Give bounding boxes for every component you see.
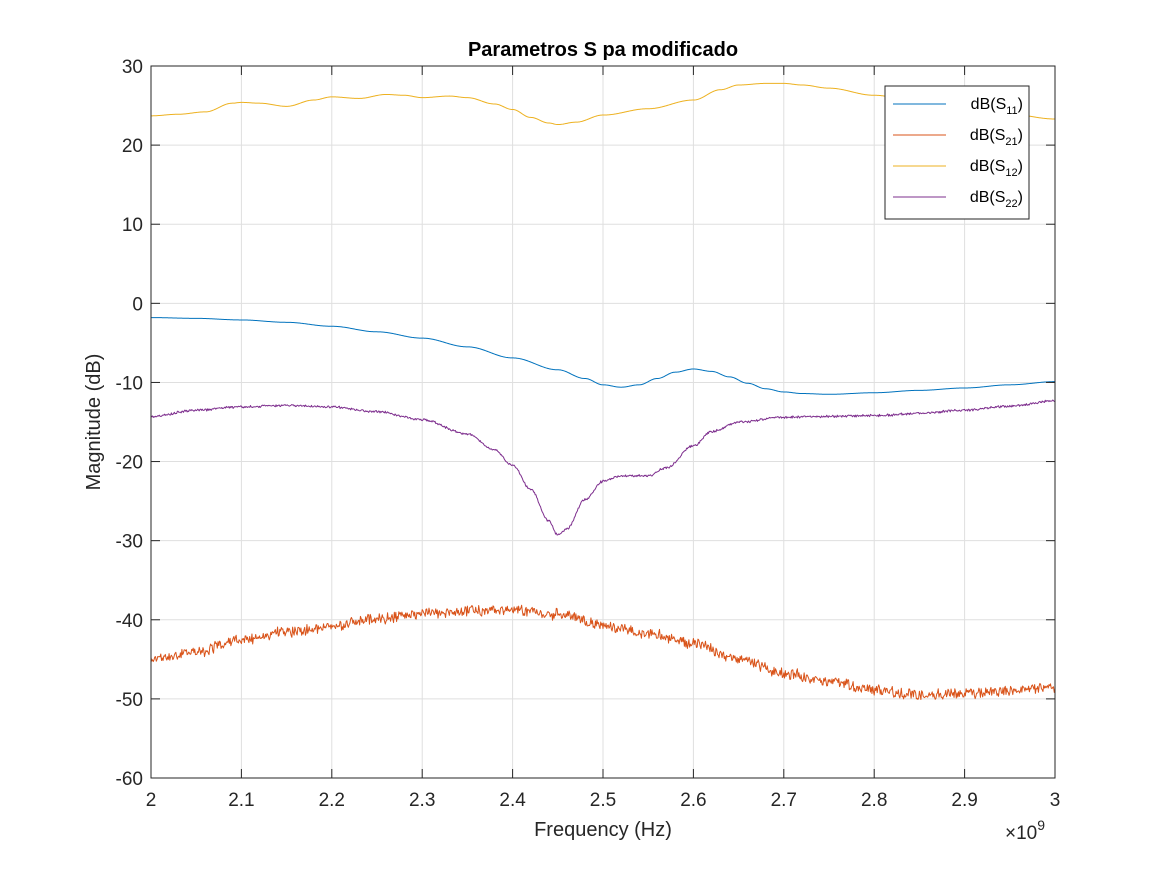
y-tick-label: -30	[116, 532, 143, 553]
x-tick-label: 2	[146, 790, 157, 811]
x-tick-label: 2.6	[680, 790, 706, 811]
legend: dB(S11) dB(S21) dB(S12) dB(S22)	[884, 85, 1030, 220]
x-tick-label: 2.3	[409, 790, 435, 811]
x-axis-exponent-power: 9	[1037, 817, 1045, 833]
y-tick-label: 30	[122, 57, 143, 78]
x-tick-label: 2.2	[319, 790, 345, 811]
x-axis-exponent: ×109	[1005, 817, 1045, 844]
x-axis-exponent-base: ×10	[1005, 823, 1037, 844]
tick-labels: 2 2.1 2.2 2.3 2.4 2.5 2.6 2.7 2.8 2.9 3 -60 -50 -40 -3…	[116, 57, 1061, 811]
series-line-1	[151, 317, 1056, 395]
series-line-4	[150, 399, 1056, 536]
y-tick-label: -60	[116, 769, 143, 790]
x-tick-label: 2.4	[499, 790, 526, 811]
x-tick-label: 2.5	[590, 790, 616, 811]
x-tick-label: 3	[1050, 790, 1061, 811]
y-tick-label: -10	[116, 373, 143, 394]
x-tick-label: 2.9	[951, 790, 977, 811]
y-tick-label: 0	[132, 294, 143, 315]
y-tick-label: -20	[116, 453, 143, 474]
y-tick-label: -40	[116, 611, 143, 632]
axis-ticks	[150, 65, 1056, 779]
y-axis-label: Magnitude (dB)	[83, 354, 105, 491]
y-tick-label: 10	[122, 215, 143, 236]
series-line-2	[150, 604, 1056, 700]
x-tick-label: 2.7	[771, 790, 797, 811]
x-axis-label: Frequency (Hz)	[534, 819, 672, 841]
x-tick-label: 2.1	[228, 790, 254, 811]
legend-entry-3: dB(S12)	[970, 158, 1023, 179]
legend-entry-1: dB(S11)	[971, 96, 1023, 117]
chart-title: Parametros S pa modificado	[468, 39, 738, 61]
legend-entry-2: dB(S21)	[970, 127, 1023, 148]
x-tick-label: 2.8	[861, 790, 887, 811]
y-tick-label: 20	[122, 136, 143, 157]
y-tick-label: -50	[116, 690, 143, 711]
legend-entry-4: dB(S22)	[970, 189, 1023, 210]
